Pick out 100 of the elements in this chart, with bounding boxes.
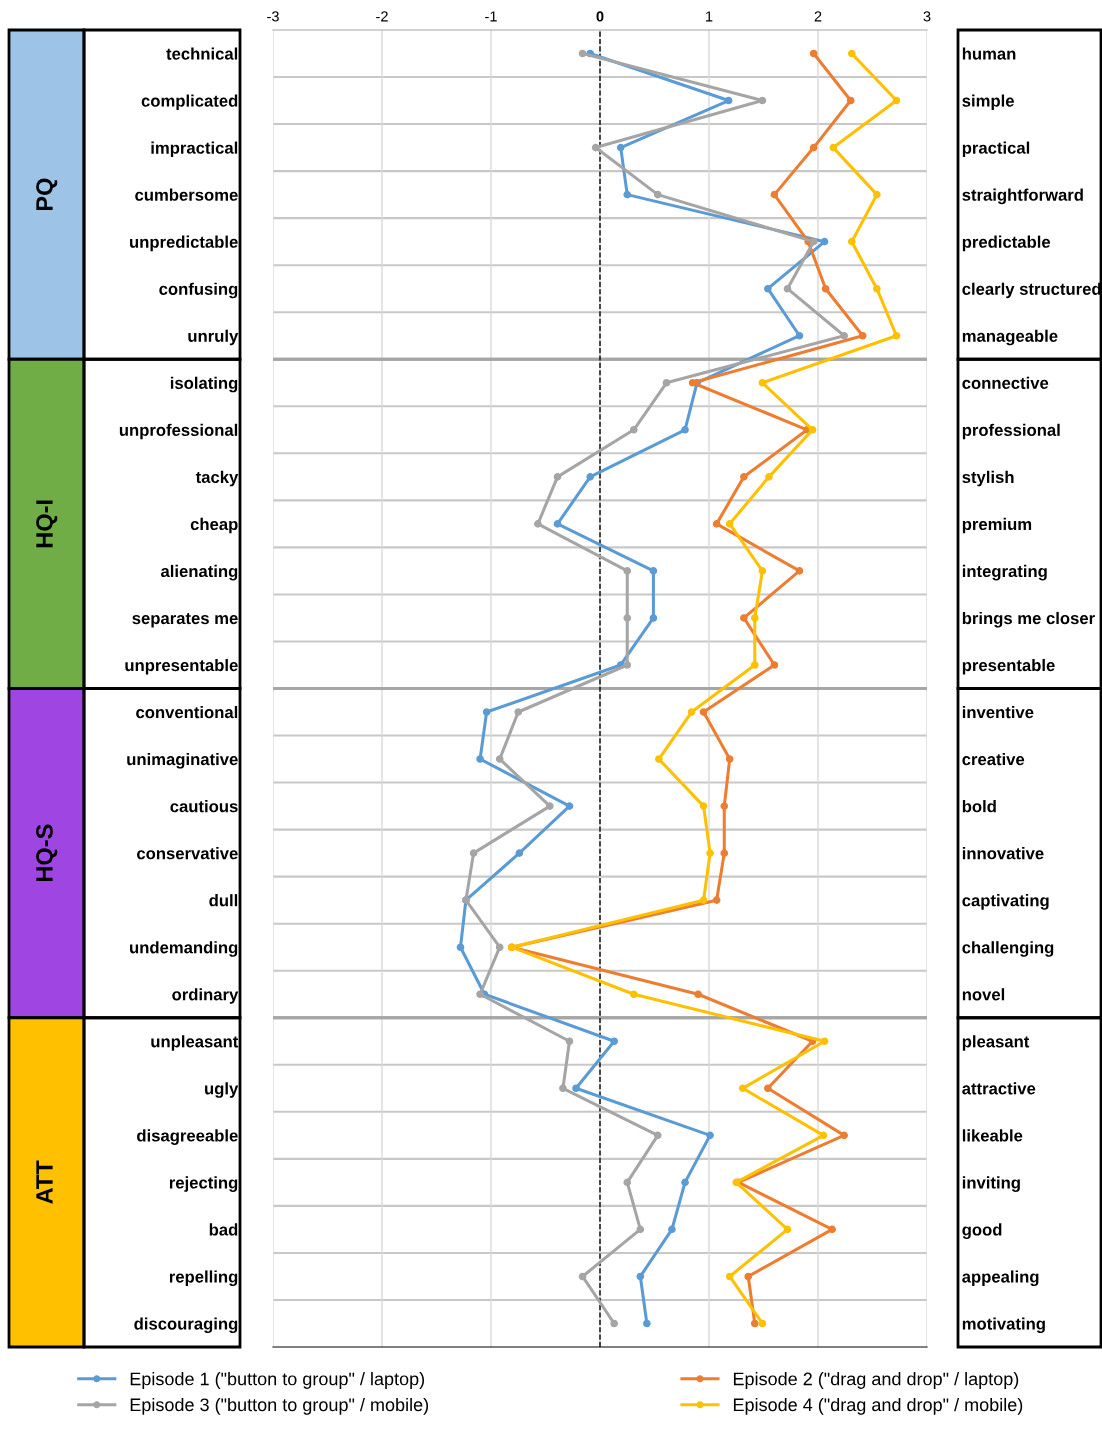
y2-tick-label: premium [962, 517, 1032, 534]
point [840, 331, 848, 340]
point [829, 143, 838, 152]
point [636, 1272, 645, 1281]
point [668, 1225, 676, 1234]
point [750, 614, 759, 622]
y2-tick-label: captivating [962, 894, 1049, 910]
y2-tick-label: likeable [962, 1129, 1023, 1142]
point [623, 567, 632, 575]
point [456, 943, 465, 952]
text: HQ-S [36, 824, 58, 882]
y2-tick-label: creative [962, 753, 1025, 766]
point [591, 143, 600, 152]
y2-tick-label: good [962, 1223, 1002, 1239]
y-tick-label: ordinary [172, 988, 239, 1004]
point [847, 49, 856, 58]
point [636, 1225, 645, 1234]
point [623, 614, 632, 622]
y-tick-label: unprofessional [119, 423, 238, 440]
point [623, 1178, 632, 1187]
point [495, 943, 504, 952]
x-tick-label: -1 [485, 11, 497, 22]
y2-tick-label: appealing [962, 1270, 1039, 1287]
point [643, 1319, 651, 1328]
point [688, 378, 697, 387]
y-tick-label: dull [209, 894, 238, 907]
point [649, 614, 658, 622]
point [821, 284, 830, 293]
y2-tick-label: manageable [962, 329, 1058, 346]
point [553, 473, 562, 481]
point [783, 1225, 792, 1234]
point [610, 1319, 618, 1328]
y2-tick-label: straightforward [962, 188, 1083, 205]
point [623, 190, 632, 199]
point [892, 96, 901, 105]
point [758, 96, 767, 105]
y-tick-label: tacky [195, 470, 239, 487]
point [808, 425, 817, 434]
y2-tick-label: innovative [962, 847, 1044, 860]
legend-label: Episode 1 ("button to group" / laptop) [130, 1372, 425, 1389]
x-tick-label: 0 [596, 11, 604, 22]
point [565, 802, 574, 810]
point [559, 1084, 567, 1093]
y2-tick-label: practical [962, 141, 1030, 158]
legend-label: Episode 4 ("drag and drop" / mobile) [733, 1397, 1023, 1415]
point [681, 1178, 689, 1187]
y-tick-label: bad [209, 1223, 238, 1236]
point [758, 1319, 767, 1328]
y2-tick-label: clearly structured [962, 282, 1101, 299]
point [724, 96, 733, 105]
point [495, 755, 504, 763]
point [758, 378, 767, 387]
y2-tick-label: inventive [962, 705, 1034, 719]
y-tick-label: confusing [159, 282, 238, 299]
x-tick-label: 2 [814, 11, 822, 22]
point [553, 520, 562, 528]
text: PQ [36, 178, 58, 211]
point [616, 143, 625, 152]
point [629, 425, 638, 434]
point [699, 802, 708, 810]
point [750, 1319, 759, 1328]
point [712, 896, 721, 904]
y-tick-label: ugly [205, 1082, 239, 1098]
y-tick-label: repelling [169, 1270, 238, 1287]
point [653, 190, 662, 199]
y-tick-label: isolating [170, 376, 238, 393]
point [610, 1037, 618, 1046]
point [725, 520, 734, 528]
y-tick-label: undemanding [130, 941, 238, 957]
point [586, 473, 595, 481]
point [819, 1131, 828, 1140]
point [712, 520, 721, 528]
point [840, 1131, 848, 1140]
legend-label: Episode 2 ("drag and drop" / laptop) [733, 1372, 1019, 1389]
point [764, 284, 772, 293]
point [873, 284, 881, 293]
point [623, 661, 632, 669]
y-tick-label: discouraging [134, 1317, 238, 1334]
point [578, 49, 587, 58]
y-tick-label: conservative [137, 847, 238, 860]
point [629, 990, 638, 999]
x-tick-label: 3 [923, 11, 931, 22]
y2-tick-label: predictable [962, 235, 1051, 252]
point [765, 473, 773, 481]
point [725, 755, 734, 763]
point [828, 1225, 836, 1234]
point [514, 708, 523, 716]
y2-tick-label: motivating [962, 1317, 1045, 1334]
y-tick-label: complicated [141, 94, 238, 111]
y-tick-label: unpleasant [151, 1035, 239, 1051]
point [694, 990, 702, 999]
point [476, 990, 484, 999]
point [846, 96, 855, 105]
y2-tick-label: challenging [962, 941, 1054, 957]
x-tick-label: 1 [706, 11, 713, 22]
point [482, 708, 491, 716]
point [764, 1084, 772, 1093]
point [740, 614, 748, 622]
y-tick-label: unpredictable [130, 235, 238, 252]
point [725, 1272, 734, 1281]
